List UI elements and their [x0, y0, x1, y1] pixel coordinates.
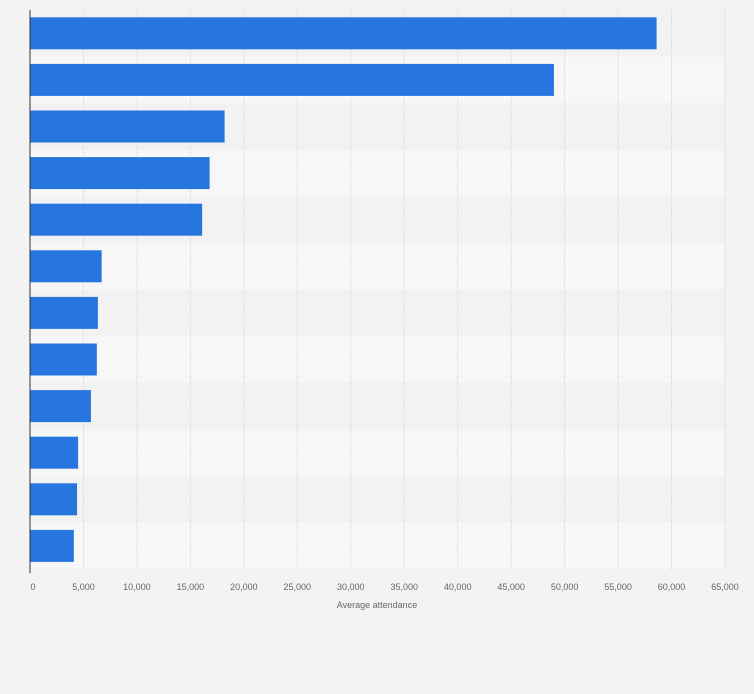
bar[interactable] — [30, 63, 554, 96]
bar[interactable] — [30, 296, 98, 329]
bar[interactable] — [30, 250, 102, 283]
bar[interactable] — [30, 17, 657, 50]
row-band — [30, 289, 725, 337]
x-tick-label: 40,000 — [444, 582, 472, 592]
x-tick-label: 45,000 — [497, 582, 525, 592]
x-tick-label: 0 — [30, 582, 35, 592]
row-band — [30, 336, 725, 383]
bar[interactable] — [30, 110, 225, 143]
bar[interactable] — [30, 157, 210, 190]
bar[interactable] — [30, 203, 203, 236]
x-tick-label: 25,000 — [284, 582, 312, 592]
row-band — [30, 429, 725, 476]
x-tick-label: 15,000 — [177, 582, 205, 592]
x-tick-label: 20,000 — [230, 582, 258, 592]
row-band — [30, 476, 725, 523]
row-band — [30, 243, 725, 290]
x-tick-label: 60,000 — [658, 582, 686, 592]
bar[interactable] — [30, 343, 97, 376]
x-tick-label: 30,000 — [337, 582, 365, 592]
bar[interactable] — [30, 436, 79, 469]
x-tick-label: 5,000 — [72, 582, 95, 592]
bar[interactable] — [30, 529, 74, 562]
x-tick-label: 10,000 — [123, 582, 151, 592]
x-tick-label: 50,000 — [551, 582, 579, 592]
x-tick-label: 65,000 — [711, 582, 739, 592]
row-band — [30, 382, 725, 430]
row-band — [30, 522, 725, 570]
x-tick-label: 55,000 — [604, 582, 632, 592]
bar[interactable] — [30, 483, 78, 516]
x-tick-label: 35,000 — [390, 582, 418, 592]
bar[interactable] — [30, 390, 91, 423]
x-axis-title: Average attendance — [337, 600, 417, 610]
